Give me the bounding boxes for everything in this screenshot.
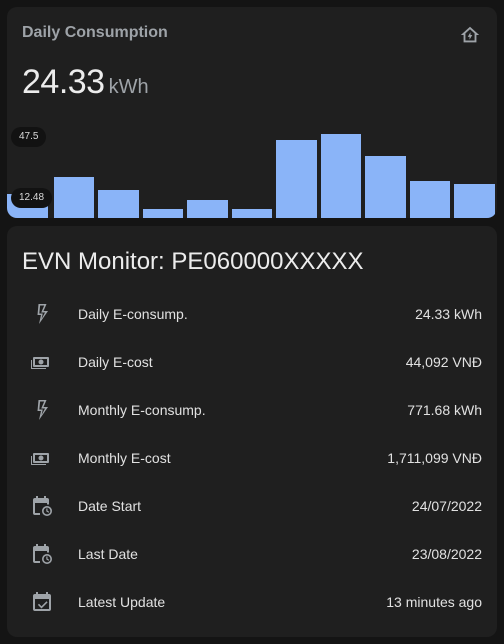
flash-outline-icon (37, 304, 48, 324)
chart-bar (187, 200, 228, 218)
entity-row[interactable]: Last Date 23/08/2022 (7, 530, 497, 578)
entity-row[interactable]: Daily E-cost 44,092 VNĐ (7, 338, 497, 386)
entity-row[interactable]: Latest Update 13 minutes ago (7, 578, 497, 626)
entity-row[interactable]: Daily E-consump. 24.33 kWh (7, 290, 497, 338)
current-value: 24.33 kWh (22, 63, 149, 102)
calendar-clock-icon (33, 544, 52, 564)
flash-outline-icon (37, 400, 48, 420)
entity-label: Monthly E-cost (78, 450, 171, 466)
entity-value: 771.68 kWh (407, 402, 482, 418)
entity-value: 44,092 VNĐ (405, 354, 482, 370)
monitor-title: EVN Monitor: PE060000XXXXX (22, 248, 364, 275)
entity-label: Daily E-consump. (78, 306, 188, 322)
value-number: 24.33 (22, 63, 105, 101)
entity-row[interactable]: Date Start 24/07/2022 (7, 482, 497, 530)
entity-value: 1,711,099 VNĐ (387, 450, 482, 466)
entity-row[interactable]: Monthly E-cost 1,711,099 VNĐ (7, 434, 497, 482)
chart-bar (409, 181, 451, 218)
evn-monitor-card: EVN Monitor: PE060000XXXXX Daily E-consu… (7, 226, 497, 637)
entity-label: Monthly E-consump. (78, 402, 206, 418)
calendar-check-icon (33, 592, 51, 611)
daily-consumption-card[interactable]: Daily Consumption 24.33 kWh 47.5 12.48 (7, 7, 497, 218)
entity-row[interactable]: Monthly E-consump. 771.68 kWh (7, 386, 497, 434)
chart-bar (454, 183, 495, 218)
chart-bar (276, 139, 317, 218)
entity-label: Daily E-cost (78, 354, 153, 370)
value-unit: kWh (108, 76, 149, 98)
cash-multiple-icon (31, 453, 49, 465)
chart-bar (142, 208, 184, 218)
calendar-clock-icon (33, 496, 52, 516)
entity-value: 24/07/2022 (411, 498, 482, 514)
entity-value: 23/08/2022 (411, 546, 482, 562)
cash-multiple-icon (31, 357, 49, 369)
chart-max-label: 47.5 (11, 127, 47, 147)
entity-value: 24.33 kWh (415, 306, 482, 322)
chart-bar (365, 155, 406, 218)
home-lightning-icon (460, 26, 480, 43)
chart-bar (98, 190, 139, 218)
chart-bar (231, 208, 273, 218)
chart-bar (53, 177, 95, 218)
consumption-bar-chart: 47.5 12.48 (7, 117, 497, 218)
chart-bar (320, 134, 362, 218)
chart-min-label: 12.48 (11, 188, 53, 208)
entity-label: Last Date (78, 546, 138, 562)
entity-value: 13 minutes ago (386, 594, 482, 610)
card-title: Daily Consumption (22, 24, 168, 41)
entity-label: Date Start (78, 498, 142, 514)
entity-label: Latest Update (78, 594, 166, 610)
